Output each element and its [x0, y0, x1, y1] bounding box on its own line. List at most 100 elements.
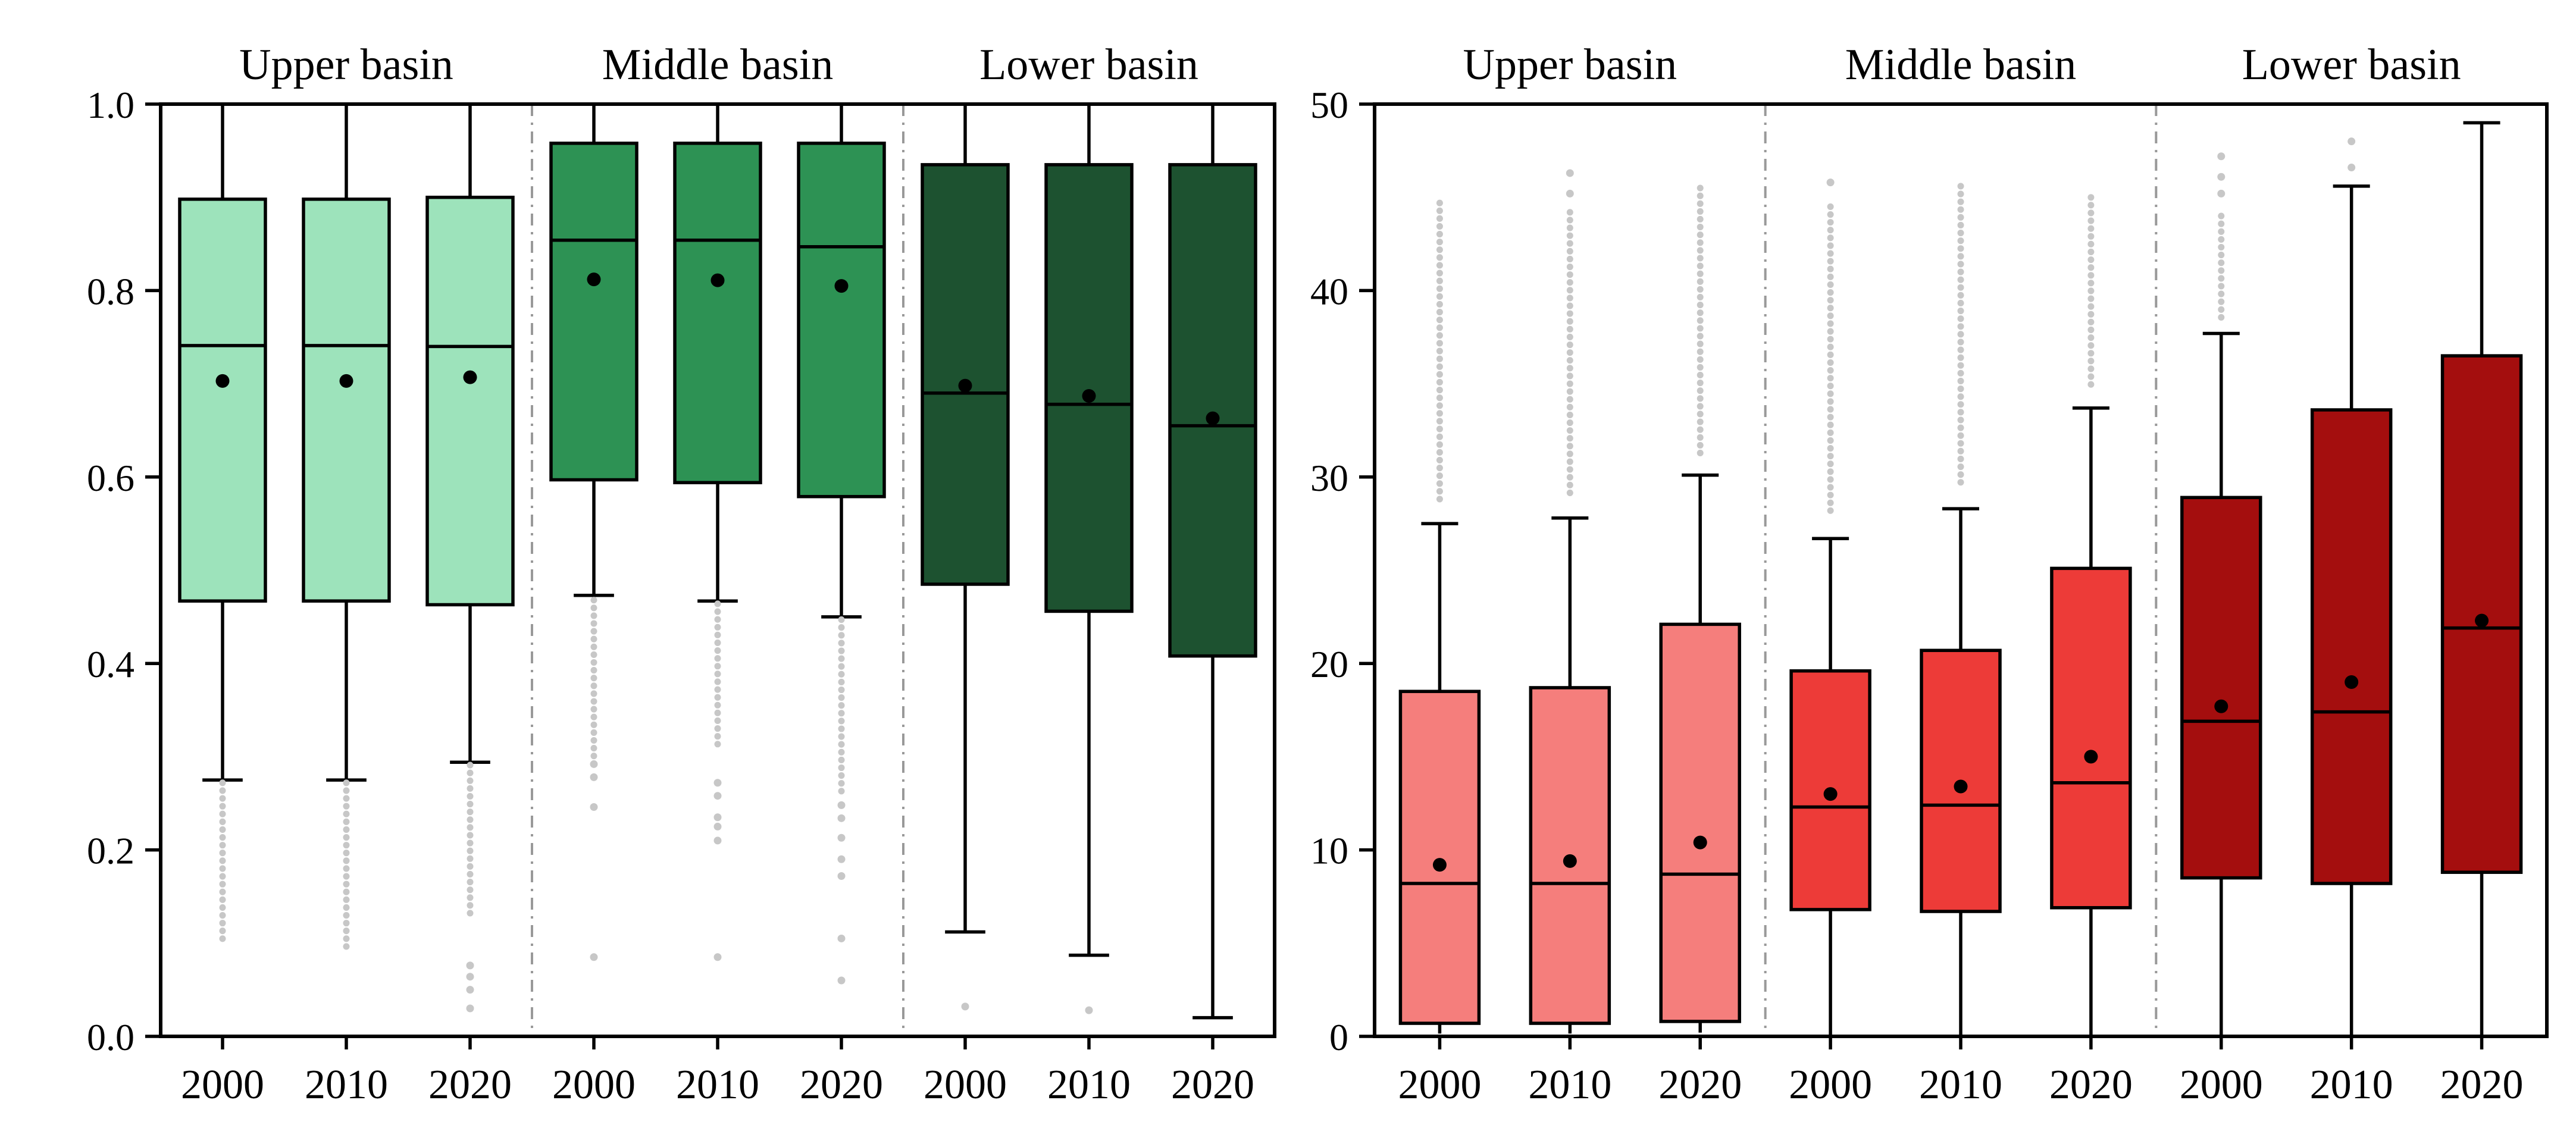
iqr-box [1044, 163, 1134, 613]
y-tick-label: 10 [1310, 830, 1348, 872]
group-title: Upper basin [1463, 40, 1677, 89]
x-tick-label: 2010 [676, 1062, 759, 1108]
outlier-dot [1085, 1006, 1093, 1014]
outlier-dot [713, 813, 722, 822]
iqr-box [1659, 622, 1741, 1023]
mean-dot [1432, 858, 1447, 872]
x-tick-label: 2010 [305, 1062, 388, 1108]
box-upper-basin-2010 [302, 104, 391, 954]
x-tick-label: 2000 [2180, 1062, 2263, 1108]
iqr-box [2180, 496, 2262, 880]
y-tick-label: 0.2 [87, 830, 134, 872]
mean-dot [1823, 787, 1838, 801]
mean-dot [1693, 835, 1707, 850]
outlier-dot [466, 986, 474, 994]
x-tick-label: 2000 [924, 1062, 1007, 1108]
x-tick-label: 2010 [1047, 1062, 1131, 1108]
iqr-box [2310, 408, 2393, 885]
group-title: Middle basin [1845, 40, 2076, 89]
mean-dot [1082, 388, 1096, 403]
outlier-dot [837, 855, 846, 863]
y-tick-label: 1.0 [87, 84, 134, 126]
outlier-dot [713, 822, 722, 831]
iqr-box [673, 142, 762, 484]
outlier-dot [590, 773, 598, 781]
iqr-box [425, 195, 515, 607]
outlier-dot [1566, 189, 1574, 198]
iqr-box [549, 142, 638, 482]
box-lower-basin-2020 [2440, 121, 2523, 1036]
mean-dot [463, 370, 477, 384]
outlier-dot [590, 803, 598, 811]
group-title: Lower basin [2242, 40, 2461, 89]
outlier-dot [713, 953, 722, 961]
x-tick-label: 2000 [181, 1062, 264, 1108]
outlier-dot [837, 976, 846, 985]
box-lower-basin-2020 [1168, 104, 1257, 1020]
iqr-box [921, 163, 1010, 586]
box-middle-basin-2000 [1789, 178, 1871, 1036]
plot-border [1373, 102, 2549, 1038]
box-upper-basin-2020 [1659, 184, 1741, 1033]
mean-dot [2214, 699, 2228, 713]
mean-dot [1206, 411, 1220, 425]
outlier-dot [1566, 169, 1574, 177]
x-tick-label: 2000 [1789, 1062, 1872, 1108]
mean-dot [339, 374, 353, 388]
outlier-dot [961, 1002, 969, 1011]
x-tick-label: 2010 [1528, 1062, 1611, 1108]
x-tick-label: 2020 [2440, 1062, 2524, 1108]
plot-border [159, 102, 1276, 1038]
iqr-box [1789, 669, 1871, 911]
box-middle-basin-2010 [673, 104, 762, 961]
iqr-box [797, 142, 886, 499]
iqr-box [178, 198, 267, 603]
mean-dot [2084, 750, 2098, 764]
outlier-dot [837, 814, 846, 822]
x-tick-label: 2020 [1171, 1062, 1254, 1108]
y-tick-label: 0.6 [87, 457, 134, 499]
iqr-box [1398, 690, 1481, 1025]
outlier-dot [466, 973, 474, 981]
box-upper-basin-2000 [1398, 199, 1481, 1034]
group-title: Upper basin [239, 40, 453, 89]
outlier-dot [713, 779, 722, 787]
outlier-dot [2217, 152, 2226, 161]
y-tick-label: 30 [1310, 457, 1348, 499]
outlier-dot [713, 792, 722, 800]
y-tick-label: 0 [1329, 1016, 1348, 1058]
box-middle-basin-2000 [549, 104, 638, 961]
outlier-dot [713, 836, 722, 845]
x-tick-label: 2000 [552, 1062, 636, 1108]
x-tick-label: 2020 [1658, 1062, 1742, 1108]
outlier-dot [2347, 137, 2356, 146]
box-middle-basin-2020 [797, 104, 886, 985]
box-lower-basin-2000 [921, 104, 1010, 1011]
mean-dot [834, 279, 849, 293]
mean-dot [587, 272, 601, 287]
outlier-dot [466, 1004, 474, 1013]
outlier-dot [837, 872, 846, 880]
y-tick-label: 0.4 [87, 643, 134, 685]
outlier-dot [837, 833, 846, 842]
mean-dot [215, 374, 230, 388]
box-lower-basin-2010 [2310, 137, 2393, 1036]
mean-dot [2475, 613, 2489, 628]
y-tick-label: 40 [1310, 270, 1348, 312]
box-upper-basin-2010 [1529, 169, 1611, 1034]
outlier-dot [590, 953, 598, 961]
box-upper-basin-2000 [178, 104, 267, 947]
box-lower-basin-2010 [1044, 104, 1134, 1014]
group-title: Lower basin [979, 40, 1198, 89]
outlier-dot [590, 760, 598, 768]
outlier-dot [2217, 173, 2226, 181]
x-tick-label: 2020 [800, 1062, 883, 1108]
x-tick-label: 2020 [2049, 1062, 2133, 1108]
x-tick-label: 2010 [1919, 1062, 2002, 1108]
y-tick-label: 0.0 [87, 1016, 134, 1058]
outlier-dot [837, 934, 846, 942]
iqr-box [302, 198, 391, 603]
